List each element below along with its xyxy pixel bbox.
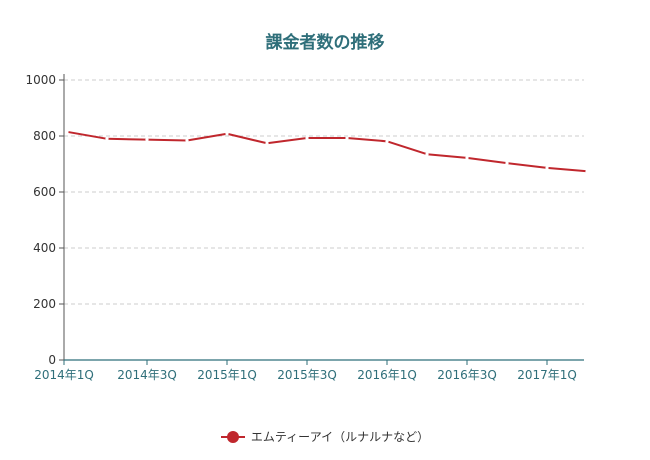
chart-title: 課金者数の推移 xyxy=(265,33,385,53)
y-tick-label: 400 xyxy=(33,241,56,255)
data-point[interactable] xyxy=(105,137,109,141)
data-point[interactable] xyxy=(545,166,549,170)
x-axis-tick-labels: 2014年1Q 2014年3Q 2015年1Q 2015年3Q 2016年1Q 2016年… xyxy=(34,368,577,382)
y-tick-label: 800 xyxy=(33,129,56,143)
x-tick-label: 2014年1Q xyxy=(34,368,94,382)
y-axis-tick-labels: 0 200 400 600 800 1000 xyxy=(25,73,56,367)
data-point[interactable] xyxy=(145,138,149,142)
y-tick-label: 0 xyxy=(48,353,56,367)
legend-label: エムティーアイ（ルナルナなど） xyxy=(250,430,430,444)
data-point[interactable] xyxy=(385,139,389,143)
data-point[interactable] xyxy=(265,141,269,145)
x-tick-label: 2014年3Q xyxy=(117,368,177,382)
x-tick-label: 2016年1Q xyxy=(357,368,417,382)
data-point[interactable] xyxy=(465,156,469,160)
data-point[interactable] xyxy=(225,132,229,136)
x-tick-label: 2017年1Q xyxy=(517,368,577,382)
x-tick-label: 2015年3Q xyxy=(277,368,337,382)
data-point[interactable] xyxy=(425,152,429,156)
series-layer xyxy=(65,130,589,173)
y-tick-label: 600 xyxy=(33,185,56,199)
data-point[interactable] xyxy=(585,169,589,173)
data-point[interactable] xyxy=(65,130,69,134)
data-point[interactable] xyxy=(305,136,309,140)
y-tick-label: 200 xyxy=(33,297,56,311)
data-point[interactable] xyxy=(345,136,349,140)
legend-swatch-icon xyxy=(220,430,245,443)
legend-item[interactable]: エムティーアイ（ルナルナなど） xyxy=(220,428,430,445)
x-tick-label: 2015年1Q xyxy=(197,368,257,382)
x-tick-label: 2016年3Q xyxy=(437,368,497,382)
data-point[interactable] xyxy=(185,138,189,143)
y-tick-label: 1000 xyxy=(25,73,56,87)
axes xyxy=(59,74,584,365)
series-line xyxy=(66,130,588,173)
legend: エムティーアイ（ルナルナなど） xyxy=(0,428,650,446)
data-point[interactable] xyxy=(505,161,509,165)
grid-lines xyxy=(64,79,584,305)
